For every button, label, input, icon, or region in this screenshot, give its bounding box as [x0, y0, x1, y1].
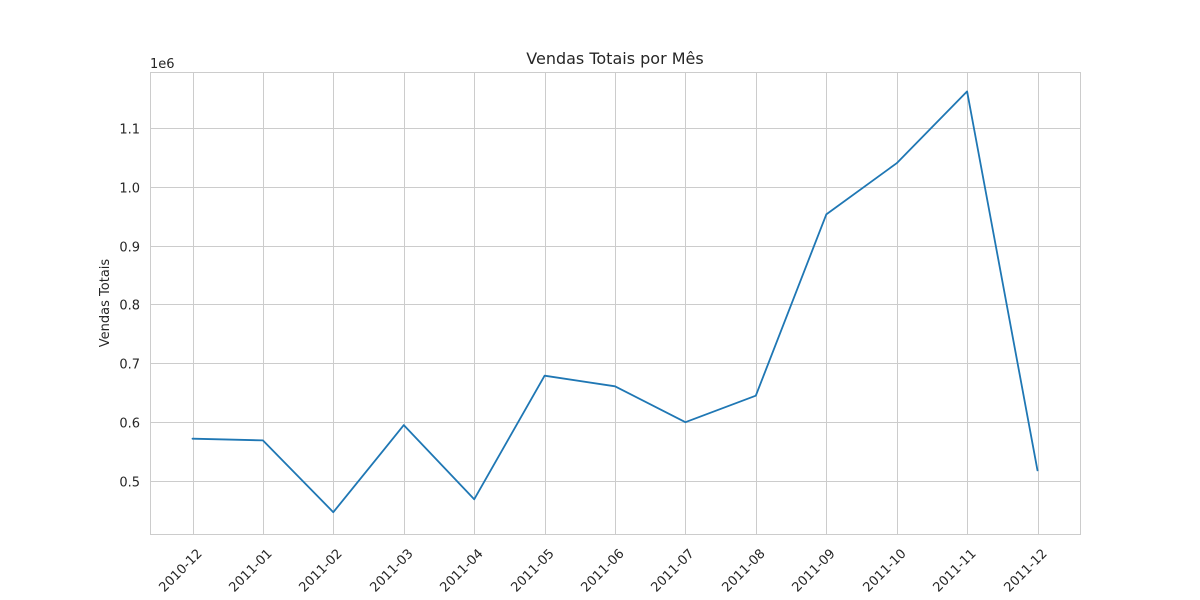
y-tick-label: 0.9 [119, 241, 140, 256]
x-axis-ticks: 2010-12 2011-01 2011-02 2011-03 2011-04 2011-… [157, 546, 1051, 595]
x-tick-label: 2011-12 [1002, 546, 1051, 595]
x-tick-label: 2011-07 [649, 546, 698, 595]
y-axis-ticks: 0.5 0.6 0.7 0.8 0.9 1.0 1.1 [119, 123, 140, 491]
x-tick-label: 2011-10 [861, 546, 910, 595]
y-tick-label: 0.8 [119, 299, 140, 314]
chart-title: Vendas Totais por Mês [526, 49, 703, 68]
x-tick-label: 2011-06 [579, 546, 628, 595]
series-line [191, 90, 1039, 514]
x-tick-label: 2011-02 [297, 546, 346, 595]
y-tick-label: 0.6 [119, 417, 140, 432]
grid [150, 72, 1080, 534]
y-tick-label: 1.1 [119, 123, 140, 138]
plot-frame [150, 72, 1081, 535]
x-tick-label: 2011-11 [931, 546, 980, 595]
x-tick-label: 2010-12 [157, 546, 206, 595]
y-tick-label: 0.5 [119, 476, 140, 491]
x-tick-label: 2011-05 [509, 546, 558, 595]
y-tick-label: 1.0 [119, 182, 140, 197]
x-tick-label: 2011-08 [720, 546, 769, 595]
x-tick-label: 2011-01 [227, 546, 276, 595]
x-tick-label: 2011-03 [368, 546, 417, 595]
y-axis-offset-label: 1e6 [150, 57, 175, 72]
series-layer [191, 90, 1039, 514]
x-tick-label: 2011-09 [790, 546, 839, 595]
y-tick-label: 0.7 [119, 358, 140, 373]
x-tick-label: 2011-04 [438, 546, 487, 595]
y-axis-label: Vendas Totais [98, 259, 113, 348]
